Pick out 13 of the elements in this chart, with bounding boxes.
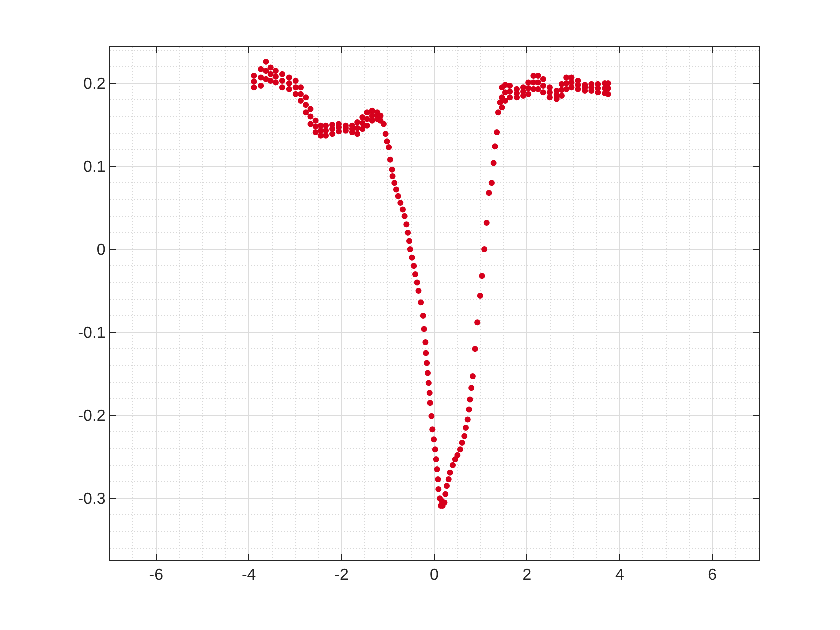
y-tick-label: 0.1 <box>84 159 106 176</box>
x-tick-label: 6 <box>708 567 718 584</box>
x-tick-label: -6 <box>149 567 164 584</box>
y-tick-label: -0.3 <box>78 491 106 508</box>
y-tick-label: 0.2 <box>84 76 106 94</box>
y-tick-label: -0.2 <box>78 408 106 426</box>
y-tick-label: -0.1 <box>78 325 106 342</box>
x-tick-label: 0 <box>430 567 440 584</box>
y-tick-label: 0 <box>96 242 106 260</box>
x-tick-label: -4 <box>242 567 256 584</box>
x-tick-label: -2 <box>334 567 349 584</box>
x-tick-label: 4 <box>615 567 624 584</box>
x-tick-label: 2 <box>522 567 532 584</box>
